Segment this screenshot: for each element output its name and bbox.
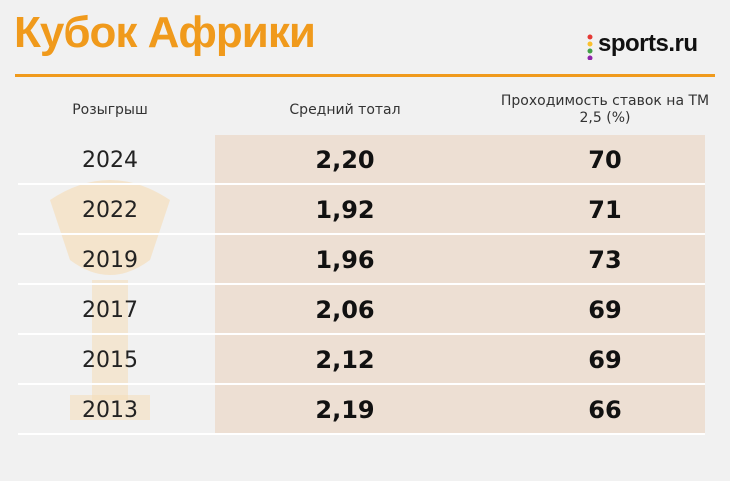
value-cell: 2,20: [315, 146, 375, 174]
column-header: Проходимость ставок на ТМ 2,5 (%): [500, 93, 710, 126]
logo: sports.ru: [598, 30, 698, 57]
logo-dots: [587, 34, 593, 60]
value-cell: 2,19: [315, 396, 375, 424]
value-cell: 71: [588, 196, 622, 224]
value-cell: 2,06: [315, 296, 375, 324]
year-cell: 2013: [82, 397, 138, 423]
row-separator: [18, 433, 705, 435]
value-cell: 1,92: [315, 196, 375, 224]
value-cell: 69: [588, 296, 622, 324]
row-separator: [18, 333, 705, 335]
title-rule: [15, 74, 715, 77]
row-separator: [18, 183, 705, 185]
trophy-watermark: [50, 180, 170, 420]
value-cell: 69: [588, 346, 622, 374]
row-separator: [18, 283, 705, 285]
column-header: Розыгрыш: [72, 101, 148, 118]
year-cell: 2017: [82, 297, 138, 323]
row-separator: [18, 383, 705, 385]
column-header: Средний тотал: [289, 101, 401, 118]
value-cell: 1,96: [315, 246, 375, 274]
value-cell: 66: [588, 396, 622, 424]
year-cell: 2015: [82, 347, 138, 373]
year-cell: 2022: [82, 197, 138, 223]
value-cell: 73: [588, 246, 622, 274]
year-cell: 2019: [82, 247, 138, 273]
value-cell: 70: [588, 146, 622, 174]
row-separator: [18, 233, 705, 235]
year-cell: 2024: [82, 147, 138, 173]
title: Кубок Африки: [14, 8, 316, 57]
value-cell: 2,12: [315, 346, 375, 374]
